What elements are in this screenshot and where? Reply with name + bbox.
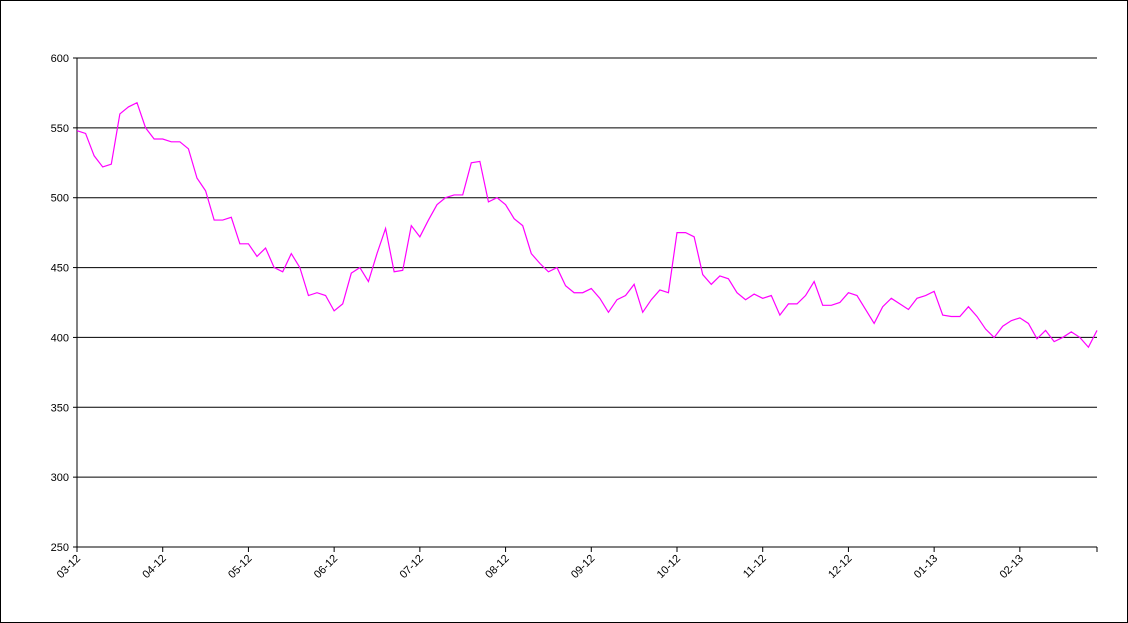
y-tick-label: 350 bbox=[51, 402, 69, 414]
y-tick-label: 450 bbox=[51, 263, 69, 275]
y-tick-label: 500 bbox=[51, 193, 69, 205]
y-tick-label: 550 bbox=[51, 123, 69, 135]
data-line bbox=[76, 101, 1098, 349]
y-tick-label: 400 bbox=[51, 332, 69, 344]
y-tick-label: 250 bbox=[51, 542, 69, 554]
y-tick-label: 600 bbox=[51, 53, 69, 65]
y-tick-label: 300 bbox=[51, 472, 69, 484]
